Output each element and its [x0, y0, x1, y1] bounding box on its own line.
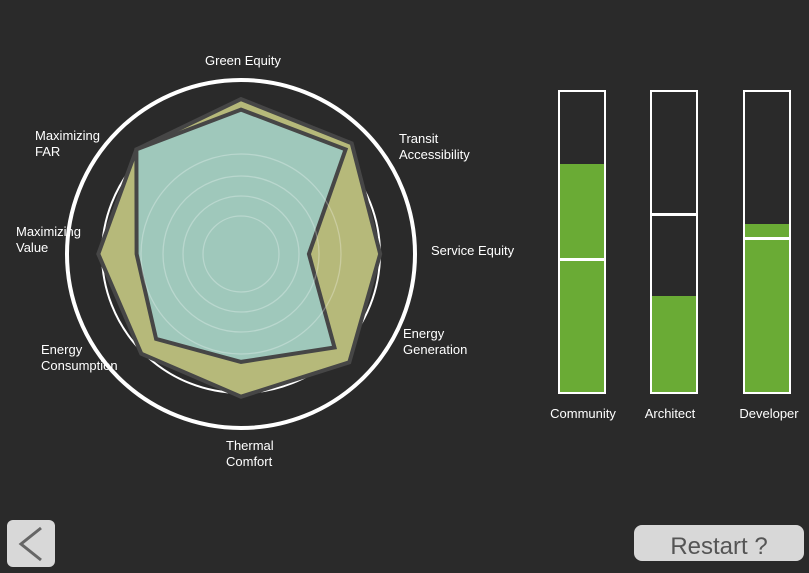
axis-label-transit-accessibility: Transit Accessibility [399, 131, 470, 162]
bar-fill [560, 164, 604, 392]
axis-label-green-equity: Green Equity [205, 53, 281, 68]
radar-chart [65, 78, 417, 430]
radar-guide-ring [140, 153, 342, 355]
bar-label-developer: Developer [739, 406, 799, 421]
radar-guide-ring [182, 195, 300, 313]
axis-label-energy-generation: Energy Generation [403, 326, 468, 357]
bar-frame [558, 90, 606, 394]
bar-fill [745, 224, 789, 392]
bar-community [558, 90, 606, 394]
bar-frame [743, 90, 791, 394]
radar-inner-rings [140, 153, 342, 355]
bar-marker [652, 213, 696, 216]
bar-marker [745, 237, 789, 240]
axis-label-service-equity: Service Equity [431, 243, 515, 258]
radar-polygon-inner [134, 107, 349, 364]
axis-label-maximizing-far: Maximizing FAR [35, 128, 101, 159]
restart-button[interactable]: Restart ? [634, 525, 804, 561]
axis-label-energy-consumption: Energy Consumption [41, 342, 118, 373]
bar-fill [652, 296, 696, 392]
chevron-left-icon [18, 526, 42, 562]
bar-frame [650, 90, 698, 394]
bar-architect [650, 90, 698, 394]
axis-label-maximizing-value: Maximizing Value [16, 224, 82, 255]
bar-label-architect: Architect [644, 406, 696, 421]
radar-guide-ring [162, 175, 320, 333]
radar-guide-ring [202, 215, 280, 293]
back-button[interactable] [7, 520, 55, 567]
bar-label-community: Community [550, 406, 616, 421]
bar-marker [560, 258, 604, 261]
radar-outer-ring [65, 78, 417, 430]
bar-developer [743, 90, 791, 394]
axis-label-thermal-comfort: Thermal Comfort [226, 438, 274, 469]
